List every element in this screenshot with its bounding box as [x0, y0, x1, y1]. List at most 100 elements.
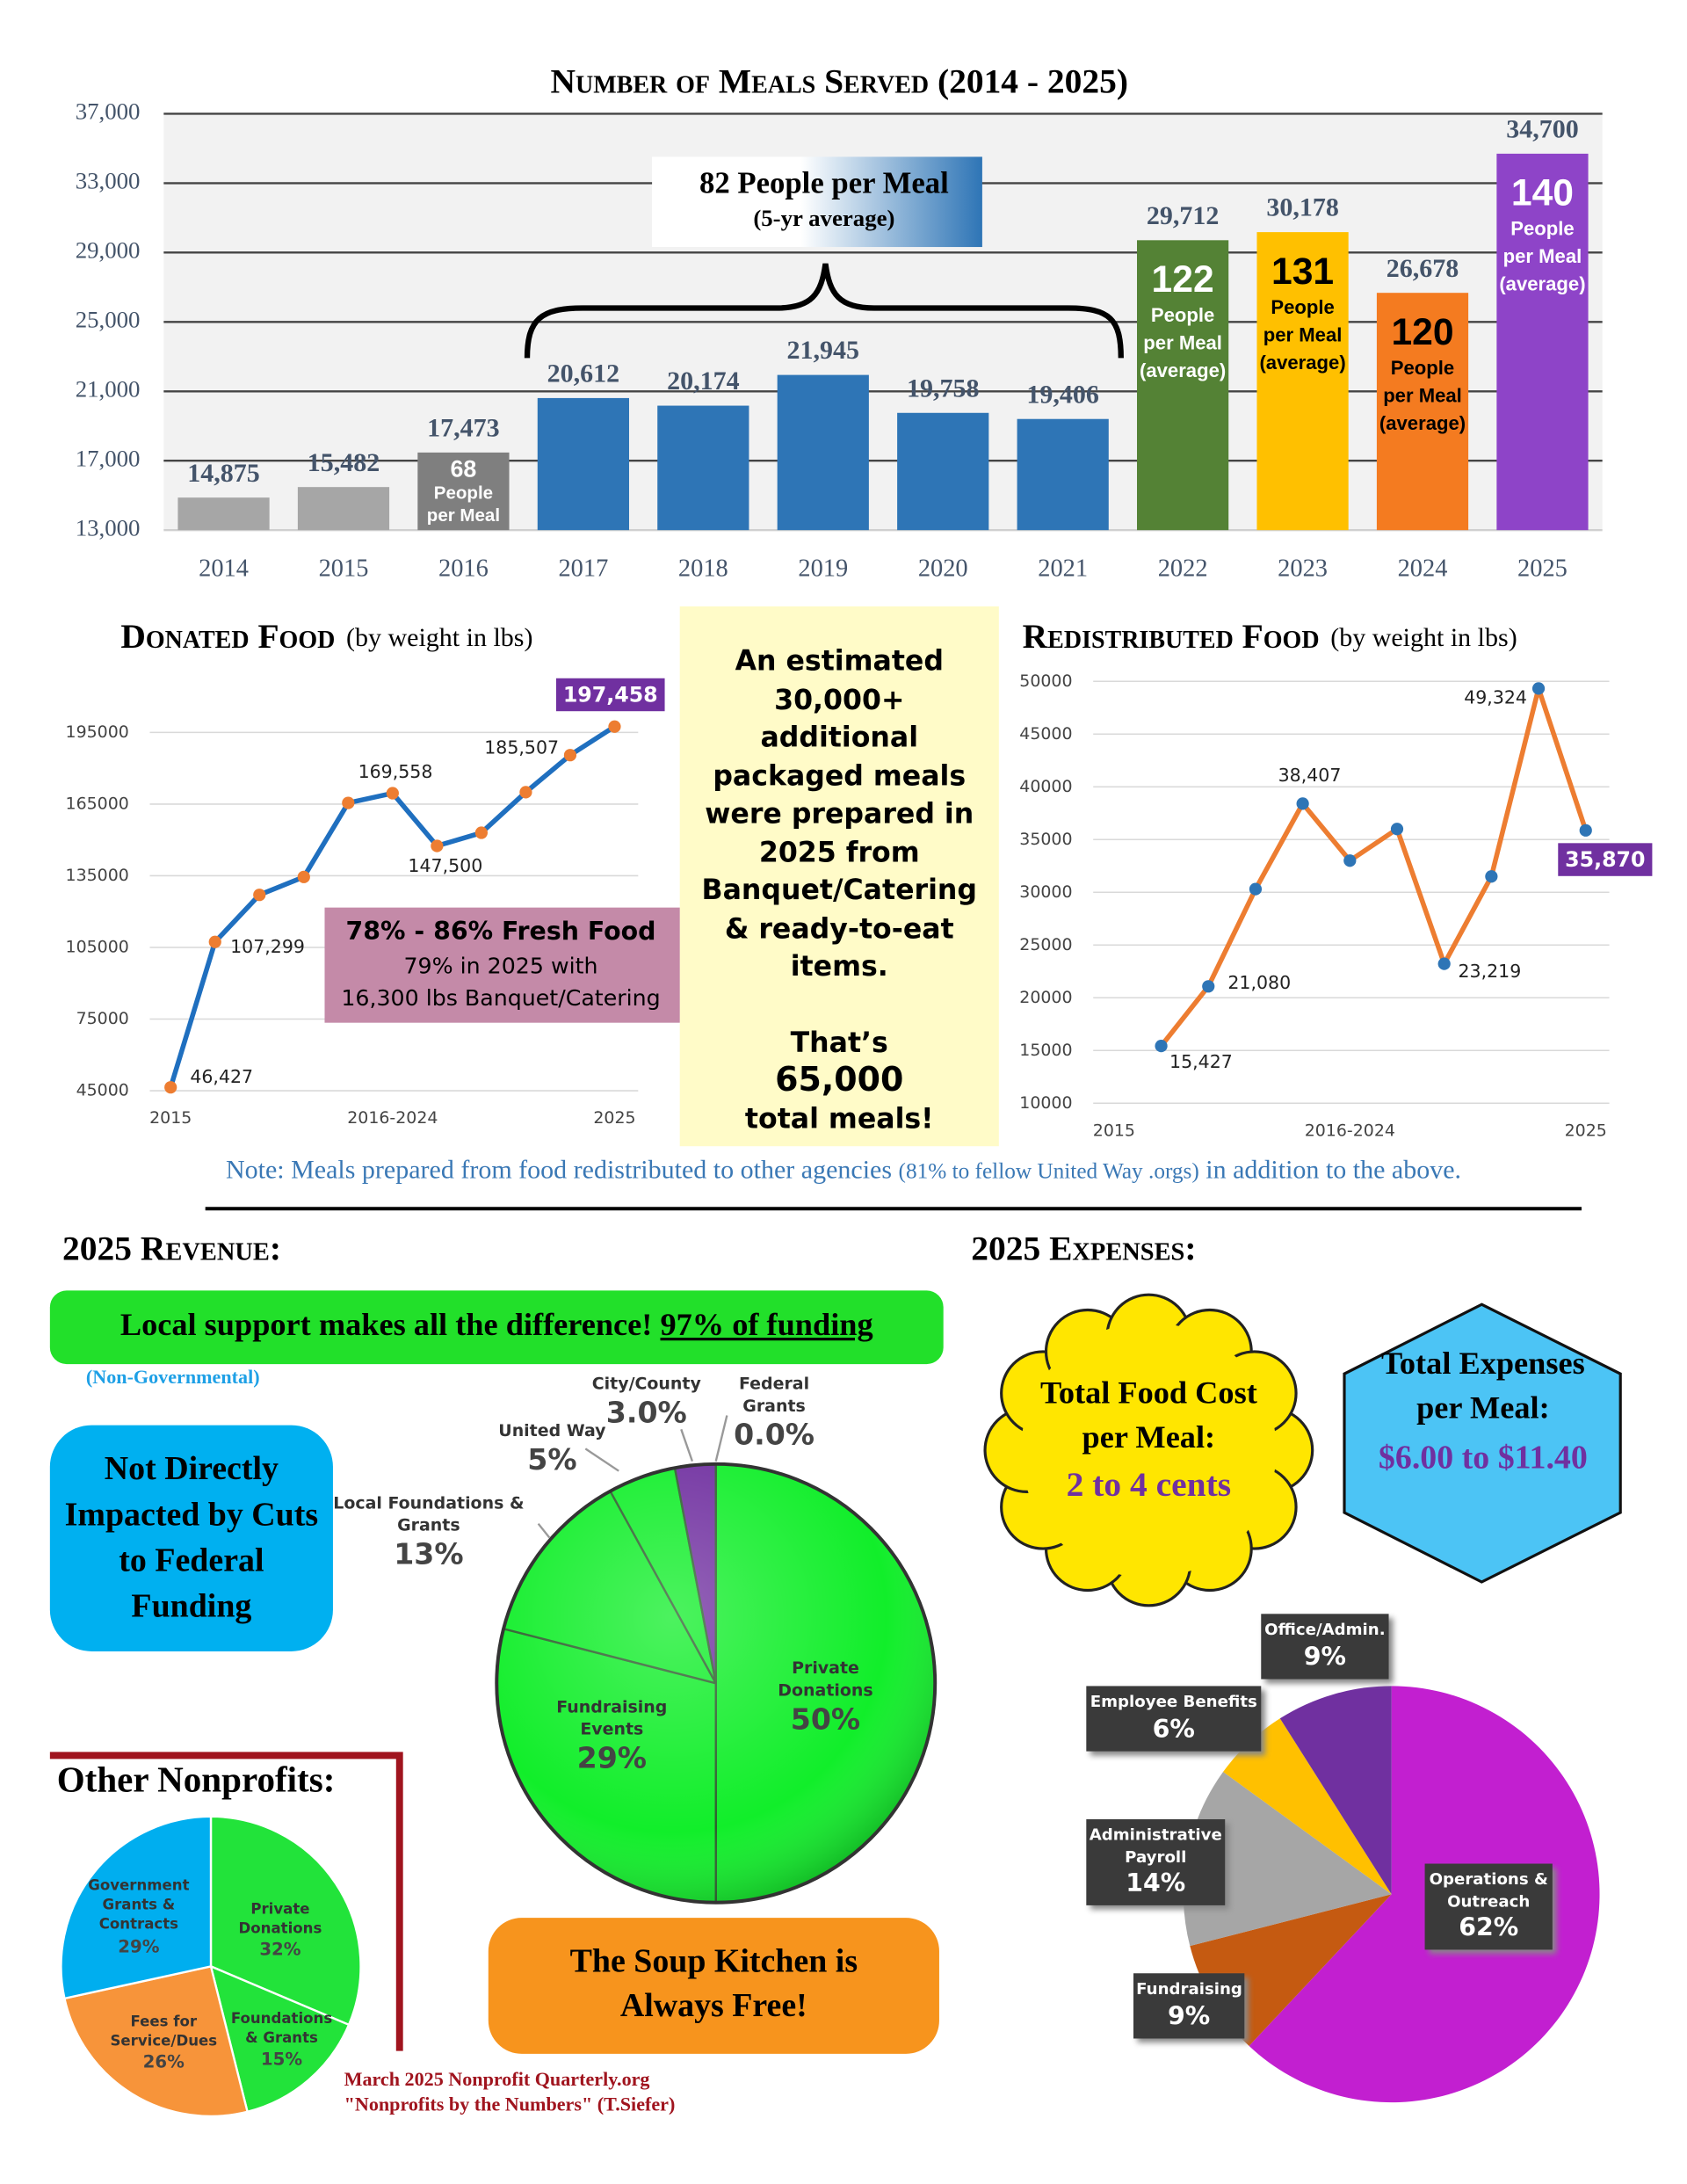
note-tail: in addition to the above.: [1206, 1156, 1462, 1186]
value-label: 15,482: [308, 448, 380, 477]
slice-name: Employee Benefits: [1090, 1691, 1257, 1711]
value-label: 21,080: [1227, 972, 1291, 993]
data-point: [1249, 882, 1263, 896]
inner-text: per Meal: [1263, 323, 1343, 345]
nonprofit-frame: [49, 1752, 403, 2051]
slice-name: City/County: [591, 1374, 701, 1394]
data-point: [386, 787, 399, 800]
food-cost-label: Total Food Cost per Meal:: [1039, 1375, 1257, 1455]
summary-text: An estimated 30,000+ additional packaged…: [680, 642, 999, 1138]
summary-lead: That’s: [790, 1025, 888, 1058]
y-tick-label: 21,000: [76, 375, 141, 402]
x-tick-label: 2017: [558, 555, 608, 582]
value-label: 17,473: [427, 414, 500, 443]
source: March 2025 Nonprofit Quarterly.org "Nonp…: [344, 2069, 676, 2119]
annotation-title: 82 People per Meal: [699, 166, 949, 200]
summary-tail: total meals!: [744, 1100, 934, 1135]
slice-value: 13%: [394, 1538, 464, 1571]
slice-value: 9%: [1168, 2001, 1211, 2031]
note: Note: Meals prepared from food redistrib…: [0, 1156, 1687, 1186]
value-label: 185,507: [484, 736, 559, 758]
x-tick-label: 2024: [1398, 555, 1448, 582]
x-tick-label: 2022: [1158, 555, 1208, 582]
inner-text: (average): [1499, 273, 1585, 295]
y-tick-label: 33,000: [76, 168, 141, 194]
annotation-line: 79% in 2025 with: [403, 954, 597, 979]
x-tick-label: 2023: [1278, 555, 1328, 582]
data-point: [1390, 823, 1404, 836]
inner-text: per Meal: [1503, 245, 1582, 267]
value-label: 29,712: [1147, 201, 1220, 230]
slice-label: United Way 5%: [496, 1419, 607, 1480]
value-label: 20,612: [547, 359, 620, 388]
y-tick-label: 195000: [66, 722, 129, 742]
source-line: "Nonprofits by the Numbers" (T.Siefer): [344, 2095, 676, 2116]
x-tick-label: 2015: [1093, 1121, 1135, 1140]
slice-name: Private Donations: [778, 1658, 873, 1701]
x-tick-label: 2015: [319, 555, 369, 582]
note-detail: (81% to fellow United Way .orgs): [898, 1160, 1199, 1184]
inner-text: per Meal: [1143, 332, 1222, 354]
data-point: [519, 786, 532, 799]
slice-name: Operations & Outreach: [1429, 1868, 1548, 1911]
slice-label: Federal Grants 0.0%: [705, 1373, 844, 1455]
value-label: 46,427: [190, 1066, 253, 1087]
slice-label: Administrative Payroll 14%: [1086, 1819, 1226, 1906]
data-point: [431, 839, 444, 853]
slice-value: 6%: [1152, 1714, 1195, 1744]
annotation-box: [652, 156, 982, 248]
value-label: 23,219: [1458, 961, 1521, 982]
slice-value: 3.0%: [605, 1396, 687, 1430]
slice-name: Administrative Payroll: [1089, 1825, 1222, 1866]
banner-note: (Non-Governmental): [85, 1368, 260, 1389]
pie-slice: [209, 1965, 351, 2113]
food-cost: Total Food Cost per Meal: 2 to 4 cents: [1024, 1371, 1273, 1508]
summary-box: [679, 606, 999, 1147]
slice-name: Foundations & Grants: [230, 2010, 333, 2048]
food-cost-cloud: [983, 1293, 1314, 1607]
y-tick-label: 45000: [1019, 724, 1072, 744]
value-label: 19,406: [1026, 380, 1099, 409]
x-tick-label: 2015: [149, 1108, 192, 1128]
y-tick-label: 25000: [1019, 935, 1072, 954]
value-label: 15,427: [1169, 1051, 1233, 1072]
banner-text: Local support makes all the difference!: [119, 1307, 653, 1342]
value-label: 107,299: [230, 936, 305, 957]
slice-name: Federal Grants: [739, 1374, 810, 1416]
slice-label: Government Grants & Contracts 29%: [76, 1876, 201, 1958]
slice-value: 26%: [142, 2051, 185, 2072]
y-tick-label: 30000: [1019, 882, 1072, 902]
data-point: [1531, 682, 1546, 695]
inner-number: 122: [1152, 258, 1214, 301]
value-label: 197,458: [563, 682, 658, 707]
slice-label: Fundraising 9%: [1133, 1973, 1245, 2039]
x-tick-label: 2025: [1517, 555, 1568, 582]
y-tick-label: 13,000: [76, 514, 141, 541]
revenue-banner: [49, 1290, 944, 1365]
x-tick-label: 2019: [798, 555, 848, 582]
pie-slice: [60, 1815, 213, 2000]
value-label: 30,178: [1266, 193, 1339, 222]
inner-number: 68: [451, 455, 477, 482]
slice-label: Foundations & Grants 15%: [228, 2009, 336, 2071]
inner-text: People: [1151, 304, 1214, 326]
slice-name: Fees for Service/Dues: [110, 2013, 218, 2050]
inner-text: People: [1271, 296, 1334, 318]
inner-text: (average): [1379, 412, 1466, 434]
summary-body: An estimated 30,000+ additional packaged…: [701, 643, 977, 983]
inner-number: 131: [1271, 250, 1334, 293]
y-tick-label: 10000: [1019, 1093, 1072, 1113]
slice-name: Private Donations: [238, 1901, 322, 1938]
slice-value: 29%: [576, 1742, 647, 1776]
y-tick-label: 75000: [76, 1009, 129, 1028]
chart-title: Number of Meals Served (2014 - 2025): [551, 62, 1129, 100]
y-tick-label: 20000: [1019, 988, 1072, 1007]
value-label: 21,945: [787, 336, 860, 365]
label-box: [555, 678, 665, 712]
bar: [177, 497, 270, 531]
inner-number: 140: [1511, 172, 1574, 214]
value-label: 35,870: [1565, 847, 1645, 872]
expense-label: Total Expenses per Meal:: [1381, 1346, 1585, 1426]
annotation-box: [324, 907, 680, 1023]
